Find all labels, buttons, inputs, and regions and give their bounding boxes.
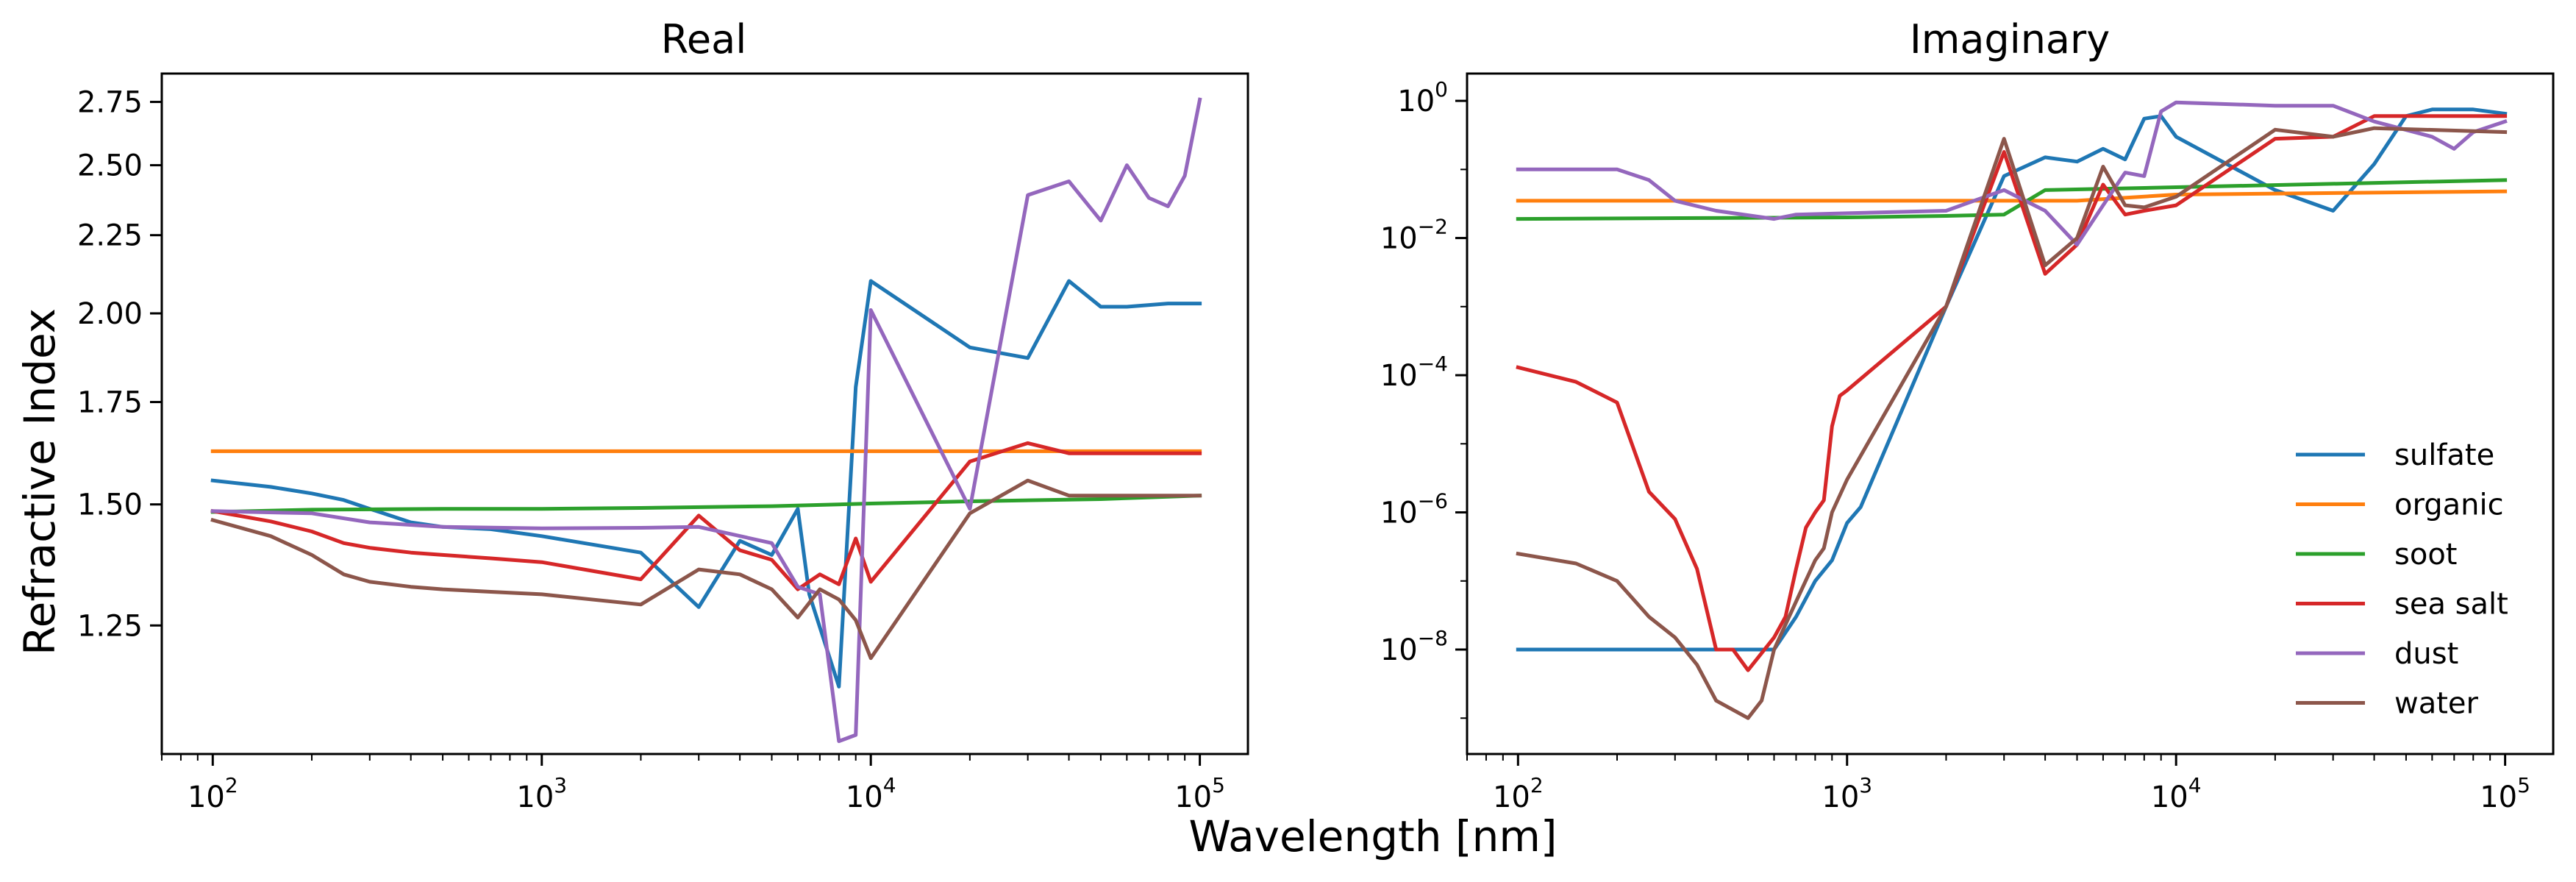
- imag-y-tick-label: 10−4: [1380, 352, 1448, 393]
- legend-label: organic: [2394, 488, 2504, 522]
- imag-line-dust: [1516, 100, 2508, 247]
- imag-y-tick-label: 10−6: [1380, 489, 1448, 530]
- real-y-tick-label: 2.50: [77, 149, 143, 183]
- real-x-tick-label: 102: [188, 773, 238, 814]
- real-line-water: [210, 478, 1202, 661]
- legend-item-organic: organic: [2296, 488, 2504, 522]
- imaginary-plot-area: 102 103 104 105 10−8 10−6 10−4 10−2 100: [1380, 72, 2555, 814]
- real-plot-area: 102 103 104 105 1.25 1.50 1.75 2.00 2.25 2.50 2.75: [77, 72, 1249, 814]
- real-x-tick-label: 104: [846, 773, 896, 814]
- real-line-dust: [210, 97, 1202, 744]
- imag-x-tick-label: 104: [2151, 773, 2202, 814]
- imag-series-lines: [1516, 100, 2508, 720]
- real-series-lines: [210, 97, 1202, 744]
- real-panel: Real 102 103 104 105 1.25 1.50 1.75 2.00 2.25 2.5…: [15, 16, 1249, 814]
- imag-line-sea-salt: [1516, 114, 2508, 672]
- legend-label: soot: [2394, 538, 2457, 572]
- real-y-tick-label: 1.75: [77, 386, 143, 420]
- imag-line-water: [1516, 126, 2508, 720]
- imag-x-tick-label: 105: [2480, 773, 2530, 814]
- imaginary-panel: Imaginary 102 103 104 10510−810−610−410−210…: [1380, 16, 2555, 814]
- imag-axes-frame: [1466, 72, 2555, 755]
- legend-label: sulfate: [2394, 438, 2494, 472]
- real-x-tick-label: 103: [516, 773, 567, 814]
- imag-x-tick-label: 102: [1493, 773, 1544, 814]
- imaginary-panel-title: Imaginary: [1910, 16, 2110, 63]
- legend-label: dust: [2394, 637, 2458, 671]
- real-x-tick-label: 105: [1174, 773, 1225, 814]
- imag-y-tick-label: 10−2: [1380, 215, 1448, 256]
- legend-item-dust: dust: [2296, 637, 2458, 671]
- real-y-tick-label: 1.25: [77, 609, 143, 643]
- imag-line-sulfate: [1516, 107, 2508, 652]
- real-axes-frame: [160, 72, 1249, 755]
- real-panel-title: Real: [661, 16, 746, 63]
- imag-x-tick-label: 103: [1822, 773, 1872, 814]
- real-y-tick-label: 2.00: [77, 297, 143, 331]
- real-y-tick-label: 1.50: [77, 488, 143, 522]
- legend-label: water: [2394, 687, 2479, 721]
- real-y-tick-label: 2.25: [77, 219, 143, 253]
- imag-y-tick-label: 10−8: [1380, 626, 1448, 667]
- imag-y-tick-label: 100: [1397, 77, 1448, 118]
- legend: sulfate organic soot sea salt dust water: [2296, 438, 2508, 721]
- legend-item-soot: soot: [2296, 538, 2457, 572]
- x-axis-label: Wavelength [nm]: [1188, 811, 1557, 861]
- legend-item-water: water: [2296, 687, 2479, 721]
- y-axis-label: Refractive Index: [15, 308, 65, 655]
- legend-label: sea salt: [2394, 588, 2508, 622]
- legend-item-sulfate: sulfate: [2296, 438, 2494, 472]
- imag-line-soot: [1516, 178, 2508, 221]
- real-y-tick-label: 2.75: [77, 86, 143, 120]
- imag-line-organic: [1516, 189, 2508, 203]
- legend-item-sea-salt: sea salt: [2296, 588, 2508, 622]
- real-line-soot: [210, 494, 1202, 514]
